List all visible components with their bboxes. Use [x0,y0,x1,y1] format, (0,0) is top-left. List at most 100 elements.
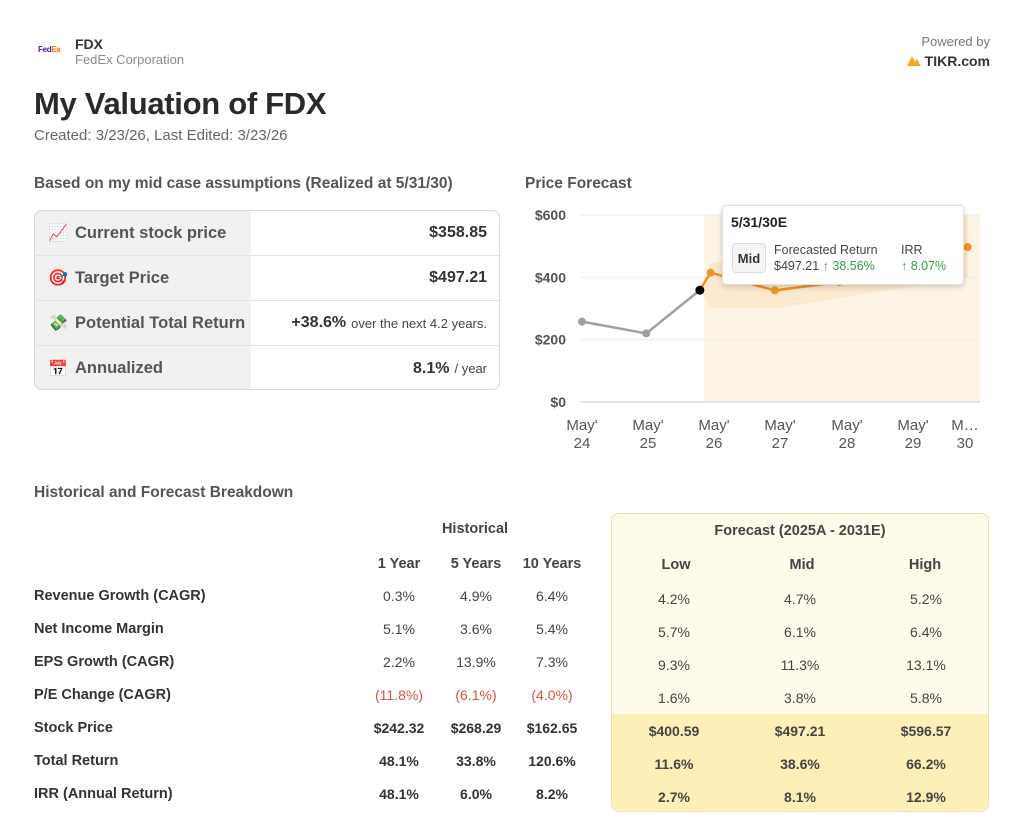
company-name: FedEx Corporation [75,52,185,67]
forecast-mid-point [706,268,715,277]
forecast-mid-point [963,243,972,252]
y-tick-label: $0 [550,394,566,410]
forecast-cell: 6.1% [784,624,816,640]
powered-by[interactable]: Powered by TIKR.com [906,34,990,69]
historical-price-line [581,289,701,335]
created-edited-meta: Created: 3/23/26, Last Edited: 3/23/26 [34,127,288,144]
summary-value: $497.21 [429,269,487,286]
summary-row-target-price: 🎯 Target Price $497.21 [35,256,499,301]
target-icon: 🎯 [48,270,68,287]
chart-increasing-icon: 📈 [48,225,68,242]
x-tick-label-top: M… [951,417,979,434]
calendar-icon: 📅 [48,360,68,378]
forecast-cell: $596.57 [900,723,952,739]
forecast-cell: 12.9% [906,789,946,805]
hist-col-header-5y: 5 Years [450,556,502,572]
hist-cell: 13.9% [456,654,496,670]
forecast-group-header: Forecast (2025A - 2031E) [714,523,886,539]
x-tick-label-bottom: 26 [706,435,723,452]
forecast-cell: 6.4% [910,624,942,640]
breakdown-row-label: P/E Change (CAGR) [34,687,171,703]
summary-row-annualized: 📅 Annualized 8.1% / year [35,346,499,389]
x-tick-label-bottom: 30 [957,435,974,452]
tikr-link[interactable]: TIKR.com [906,53,990,69]
summary-label-cell: 💸 Potential Total Return [35,301,251,345]
tikr-label: TIKR.com [924,53,990,69]
summary-value-cell: 8.1% / year [251,346,499,389]
hist-cell: 6.0% [460,786,492,802]
forecast-cell: 5.8% [910,690,942,706]
tooltip-forecast-pct: ↑ 38.56% [822,259,875,273]
hist-cell: 4.9% [460,588,492,604]
current-price-point [695,285,705,295]
hist-col-header-1y: 1 Year [377,556,421,572]
tooltip-scenario-badge: Mid [732,243,766,273]
tooltip-date: 5/31/30E [731,214,788,230]
hist-cell: 120.6% [528,753,576,769]
summary-row-current-price: 📈 Current stock price $358.85 [35,211,499,256]
summary-heading: Based on my mid case assumptions (Realiz… [34,175,453,192]
summary-value-cell: +38.6% over the next 4.2 years. [251,301,499,345]
summary-value: $358.85 [429,224,487,241]
tooltip-forecast-return: Forecasted Return $497.21 ↑ 38.56% [774,242,878,274]
forecast-cell: 3.8% [784,690,816,706]
summary-value: 8.1% [413,359,450,377]
hist-cell: $242.32 [373,720,425,736]
hist-cell: 6.4% [536,588,568,604]
hist-cell: 7.3% [536,654,568,670]
summary-suffix: / year [454,361,487,376]
forecast-cell: 11.3% [780,657,820,673]
hist-cell: 2.2% [383,654,415,670]
y-tick-label: $600 [535,207,566,223]
summary-value-cell: $497.21 [251,256,499,300]
fedex-logo: FedEx [38,45,61,54]
breakdown-row-label: IRR (Annual Return) [34,786,173,802]
forecast-cell: 9.3% [658,657,690,673]
breakdown-row-label: Revenue Growth (CAGR) [34,588,206,604]
summary-suffix: over the next 4.2 years. [351,315,487,331]
hist-cell: 48.1% [379,753,419,769]
hist-cell: 8.2% [536,786,568,802]
x-tick-label-bottom: 27 [772,435,789,452]
fc-col-header-low: Low [661,557,691,573]
forecast-cell: 4.7% [784,591,816,607]
hist-cell: 5.1% [383,621,415,637]
powered-by-label: Powered by [921,34,990,49]
forecast-cell: 11.6% [654,756,694,772]
header: FedEx FDX FedEx Corporation Powered by T… [34,34,990,74]
tooltip-forecast-values: $497.21 ↑ 38.56% [774,258,878,274]
summary-value: +38.6% [291,314,347,331]
forecast-cell: 1.6% [658,690,690,706]
summary-label-cell: 📅 Annualized [35,346,251,389]
x-tick-label-top: May' [566,417,597,434]
forecast-cell: 8.1% [784,789,816,805]
hist-cell: $268.29 [450,720,502,736]
hist-cell: 3.6% [460,621,492,637]
breakdown-row-label: Total Return [34,753,119,769]
summary-card: 📈 Current stock price $358.85 🎯 Target Pri… [34,210,500,390]
summary-label: Potential Total Return [75,313,246,332]
hist-cell: 33.8% [456,753,496,769]
historical-group-header: Historical [441,521,509,537]
historical-price-point [578,317,586,326]
ticker-symbol: FDX [75,36,103,52]
chart-tooltip: 5/31/30E Mid Forecasted Return $497.21 ↑… [722,205,964,285]
x-tick-label-top: May' [764,417,795,434]
page-title: My Valuation of FDX [34,86,327,121]
forecast-cell: $497.21 [774,723,826,739]
hist-cell: 48.1% [379,786,419,802]
x-tick-label-bottom: 28 [839,435,856,452]
tooltip-irr: IRR ↑ 8.07% [901,242,946,274]
fc-col-header-high: High [908,557,942,573]
breakdown-row-label: Net Income Margin [34,621,164,637]
forecast-highlight-band [612,714,988,811]
forecast-cell: 4.2% [658,591,690,607]
forecast-cell: 38.6% [780,756,820,772]
breakdown-row-label: EPS Growth (CAGR) [34,654,175,670]
x-tick-label-top: May' [698,417,729,434]
summary-row-total-return: 💸 Potential Total Return +38.6% over the n… [35,301,499,346]
forecast-cell: 66.2% [906,756,946,772]
forecast-cell: 2.7% [658,789,690,805]
summary-label-cell: 📈 Current stock price [35,211,251,255]
hist-cell: (11.8%) [375,687,423,703]
